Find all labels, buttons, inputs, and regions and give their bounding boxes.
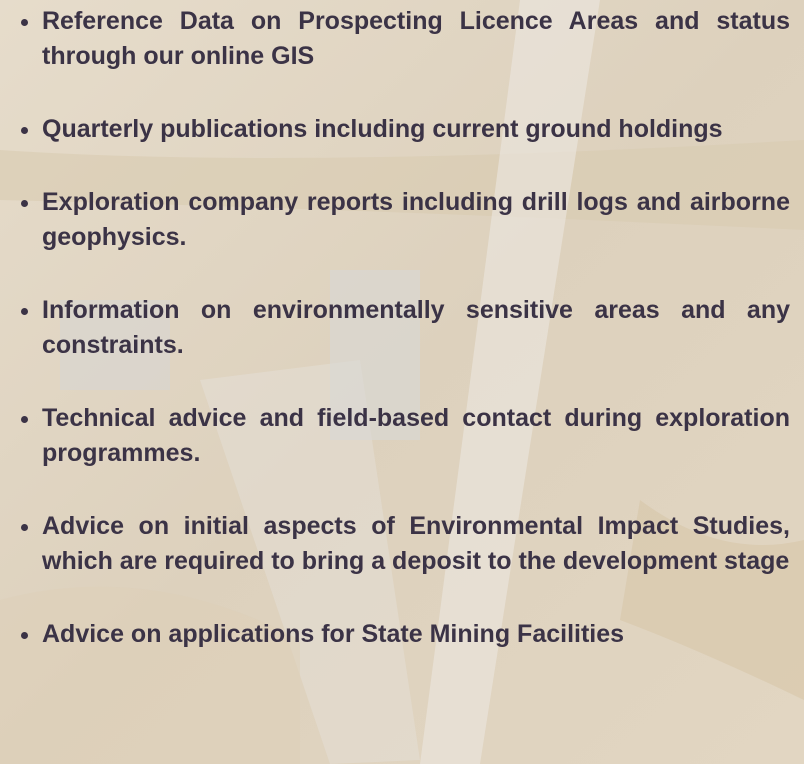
bullet-item: Technical advice and field-based contact… — [42, 401, 790, 471]
bullet-item: Reference Data on Prospecting Licence Ar… — [42, 4, 790, 74]
bullet-item: Information on environmentally sensitive… — [42, 293, 790, 363]
bullet-list: Reference Data on Prospecting Licence Ar… — [0, 4, 790, 690]
bullet-item: Quarterly publications including current… — [42, 112, 790, 147]
bullet-item: Advice on initial aspects of Environment… — [42, 509, 790, 579]
bullet-item: Advice on applications for State Mining … — [42, 617, 790, 652]
bullet-item: Exploration company reports including dr… — [42, 185, 790, 255]
page: Reference Data on Prospecting Licence Ar… — [0, 0, 804, 764]
